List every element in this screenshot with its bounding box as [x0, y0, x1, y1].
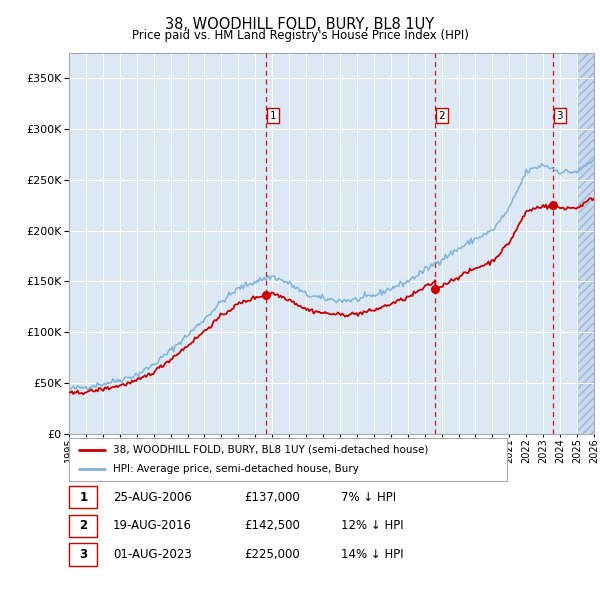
Text: £142,500: £142,500 — [244, 519, 300, 533]
Bar — [577, 53, 594, 434]
Text: 25-AUG-2006: 25-AUG-2006 — [113, 490, 191, 504]
Text: 38, WOODHILL FOLD, BURY, BL8 1UY: 38, WOODHILL FOLD, BURY, BL8 1UY — [166, 17, 434, 31]
Text: 1: 1 — [79, 490, 88, 504]
Text: £225,000: £225,000 — [244, 548, 300, 562]
Text: 2: 2 — [79, 519, 88, 533]
Text: 1: 1 — [269, 111, 277, 121]
Text: 2: 2 — [439, 111, 445, 121]
Text: £137,000: £137,000 — [244, 490, 300, 504]
Text: 38, WOODHILL FOLD, BURY, BL8 1UY (semi-detached house): 38, WOODHILL FOLD, BURY, BL8 1UY (semi-d… — [113, 445, 428, 455]
Text: 12% ↓ HPI: 12% ↓ HPI — [341, 519, 403, 533]
Text: 7% ↓ HPI: 7% ↓ HPI — [341, 490, 395, 504]
Text: 3: 3 — [556, 111, 563, 121]
Text: 19-AUG-2016: 19-AUG-2016 — [113, 519, 192, 533]
FancyBboxPatch shape — [69, 514, 97, 537]
FancyBboxPatch shape — [69, 543, 97, 566]
Text: 14% ↓ HPI: 14% ↓ HPI — [341, 548, 403, 562]
Text: Price paid vs. HM Land Registry's House Price Index (HPI): Price paid vs. HM Land Registry's House … — [131, 30, 469, 42]
Text: HPI: Average price, semi-detached house, Bury: HPI: Average price, semi-detached house,… — [113, 464, 359, 474]
FancyBboxPatch shape — [69, 438, 507, 481]
Text: 3: 3 — [79, 548, 88, 562]
FancyBboxPatch shape — [69, 486, 97, 509]
Text: 01-AUG-2023: 01-AUG-2023 — [113, 548, 191, 562]
